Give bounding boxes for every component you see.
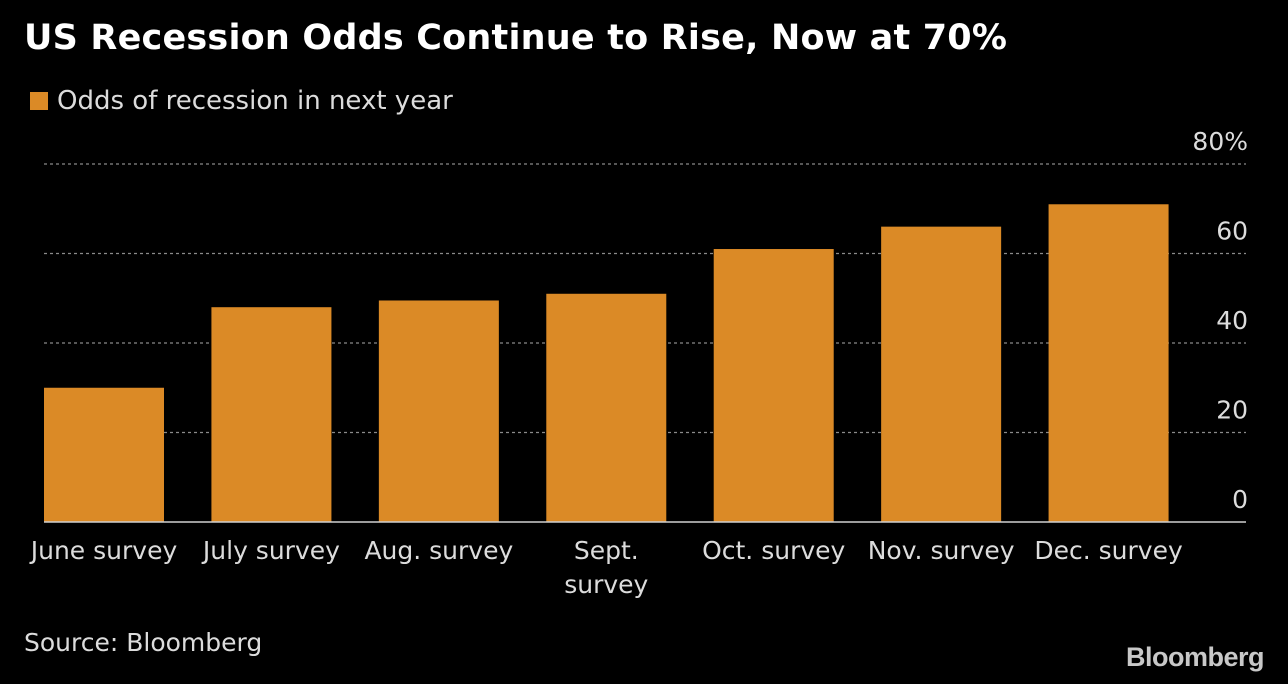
y-tick-label-60: 60 <box>1216 217 1248 246</box>
bar-7 <box>1048 204 1169 522</box>
x-axis-ticks: June survey July survey Aug. survey Sept. su… <box>29 536 1183 599</box>
y-tick-label-0: 0 <box>1232 485 1248 514</box>
legend-swatch <box>30 92 48 110</box>
x-tick-label-3: Aug. survey <box>364 536 513 565</box>
x-tick-label-6: Nov. survey <box>868 536 1015 565</box>
legend: Odds of recession in next year <box>30 86 453 116</box>
y-tick-label-80: 80% <box>1192 127 1248 156</box>
x-tick-label-2: July survey <box>201 536 340 565</box>
y-tick-label-20: 20 <box>1216 396 1248 425</box>
y-tick-label-40: 40 <box>1216 306 1248 335</box>
bloomberg-logo: Bloomberg <box>1125 642 1265 672</box>
bar-6 <box>881 226 1002 522</box>
bar-5 <box>713 249 834 522</box>
chart-title: US Recession Odds Continue to Rise, Now … <box>24 18 1008 58</box>
y-axis-ticks: 0 20 40 60 80% <box>1192 127 1248 514</box>
source-note: Source: Bloomberg <box>24 628 263 657</box>
bar-2 <box>211 307 332 522</box>
bar-3 <box>378 300 499 522</box>
x-tick-label-4: Sept. survey <box>564 536 648 599</box>
x-tick-label-7: Dec. survey <box>1034 536 1183 565</box>
bar-1 <box>44 387 164 522</box>
x-tick-label-5: Oct. survey <box>702 536 845 565</box>
bar-4 <box>546 293 667 522</box>
bars <box>44 204 1169 522</box>
x-tick-label-1: June survey <box>29 536 178 565</box>
legend-label: Odds of recession in next year <box>57 86 453 116</box>
